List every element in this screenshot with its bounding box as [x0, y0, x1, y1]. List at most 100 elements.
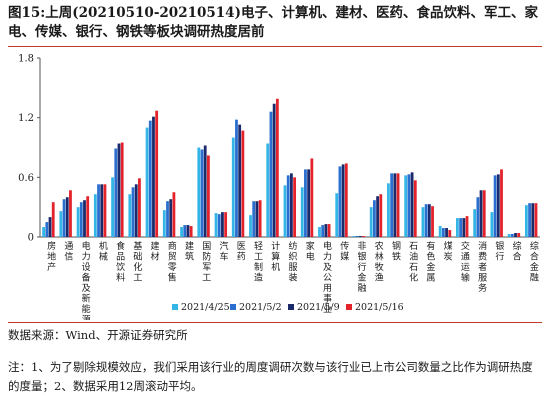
bar — [134, 184, 138, 237]
bar — [507, 234, 511, 237]
bar — [493, 175, 497, 237]
legend-label: 2021/5/2 — [239, 302, 282, 313]
chart-title: 图15:上周(20210510-20210514)电子、计算机、建材、医药、食品… — [8, 4, 542, 42]
x-tick-label: 汽车 — [220, 240, 229, 263]
bar — [231, 137, 235, 237]
bar — [369, 207, 373, 237]
legend-label: 2021/5/9 — [297, 302, 340, 313]
bar-chart: 0 0.6 1.2 1.8 房地产通信电力设备及新能源机械食品饮料基础化工建材商贸零售… — [18, 54, 540, 320]
bar — [103, 184, 107, 237]
bar — [51, 202, 55, 237]
bar — [217, 214, 221, 237]
bar — [252, 201, 256, 237]
bars — [42, 98, 538, 237]
bar — [275, 98, 279, 237]
bar — [65, 197, 69, 237]
bar — [93, 194, 97, 237]
bar — [307, 169, 311, 237]
bar — [514, 233, 517, 237]
bar — [421, 207, 425, 237]
bar — [152, 116, 155, 237]
bar — [42, 227, 46, 237]
legend-label: 2021/5/16 — [355, 302, 404, 313]
bar — [266, 143, 270, 237]
bar — [321, 225, 325, 237]
bar — [169, 199, 173, 237]
bar — [86, 196, 90, 237]
y-tick-label: 0.6 — [18, 173, 34, 184]
x-tick-label: 有色金属 — [426, 240, 435, 284]
bar — [387, 183, 390, 237]
bar — [390, 173, 394, 237]
bar — [373, 200, 376, 237]
bar — [100, 184, 104, 237]
bar — [224, 212, 228, 237]
bar — [324, 224, 328, 237]
bar — [338, 166, 342, 237]
x-tick-labels: 房地产通信电力设备及新能源机械食品饮料基础化工建材商贸零售建筑国防军工汽车医药轻… — [47, 240, 539, 320]
bar — [114, 148, 118, 237]
bar — [272, 103, 276, 237]
bar — [531, 203, 535, 237]
x-tick-label: 电力及公用事业 — [323, 240, 332, 315]
bar — [97, 184, 100, 237]
bar — [344, 163, 348, 237]
bar — [293, 177, 296, 237]
bar — [358, 236, 362, 237]
x-tick-label: 基础化工 — [133, 240, 142, 284]
bar — [79, 202, 83, 237]
bar — [404, 175, 408, 237]
bar — [180, 227, 183, 237]
bar — [327, 224, 331, 237]
x-tick-label: 纺织服装 — [288, 240, 297, 284]
legend-swatch — [230, 304, 236, 310]
bar — [528, 203, 531, 237]
bar — [131, 187, 135, 237]
figure-number: 图15: — [8, 5, 46, 21]
bar — [413, 180, 417, 237]
bar — [441, 228, 445, 237]
bar — [445, 228, 448, 237]
x-tick-label: 电力设备及新能源 — [82, 240, 91, 320]
bar — [524, 205, 528, 237]
x-tick-label: 综合金融 — [530, 240, 539, 284]
x-tick-label: 商贸零售 — [168, 240, 177, 284]
bar — [155, 110, 159, 237]
x-tick-label: 食品饮料 — [116, 240, 125, 284]
y-tick-label: 1.2 — [18, 113, 34, 124]
y-tick-label: 0 — [28, 233, 34, 244]
bar — [341, 164, 345, 237]
bar — [396, 173, 400, 237]
x-tick-label: 机械 — [99, 240, 108, 263]
x-tick-label: 传媒 — [340, 240, 349, 263]
bar — [355, 236, 359, 237]
bar — [45, 222, 49, 237]
y-tick-label: 1.8 — [18, 54, 34, 65]
bar — [76, 207, 80, 237]
bar — [456, 218, 459, 237]
bar — [304, 169, 307, 237]
bar — [310, 158, 314, 237]
x-tick-label: 轻工制造 — [254, 240, 263, 284]
x-tick-label: 综合 — [513, 240, 522, 263]
bar — [111, 177, 114, 237]
legend-label: 2021/4/25 — [181, 302, 230, 313]
bar — [286, 175, 290, 237]
bar — [269, 111, 273, 237]
bar — [459, 218, 463, 237]
figure-title-text: 上周(20210510-20210514)电子、计算机、建材、医药、食品饮料、军… — [8, 5, 538, 40]
bar — [189, 226, 193, 237]
bar — [83, 200, 86, 237]
bar — [203, 145, 207, 237]
bar — [221, 212, 224, 237]
bar — [352, 236, 356, 237]
bar — [465, 216, 469, 237]
bar — [534, 203, 538, 237]
legend-swatch — [288, 304, 294, 310]
bar — [462, 218, 466, 237]
x-tick-label: 国防军工 — [202, 241, 211, 284]
bar — [206, 155, 210, 237]
bar — [379, 194, 383, 237]
bar — [362, 236, 365, 237]
bar — [290, 173, 293, 237]
